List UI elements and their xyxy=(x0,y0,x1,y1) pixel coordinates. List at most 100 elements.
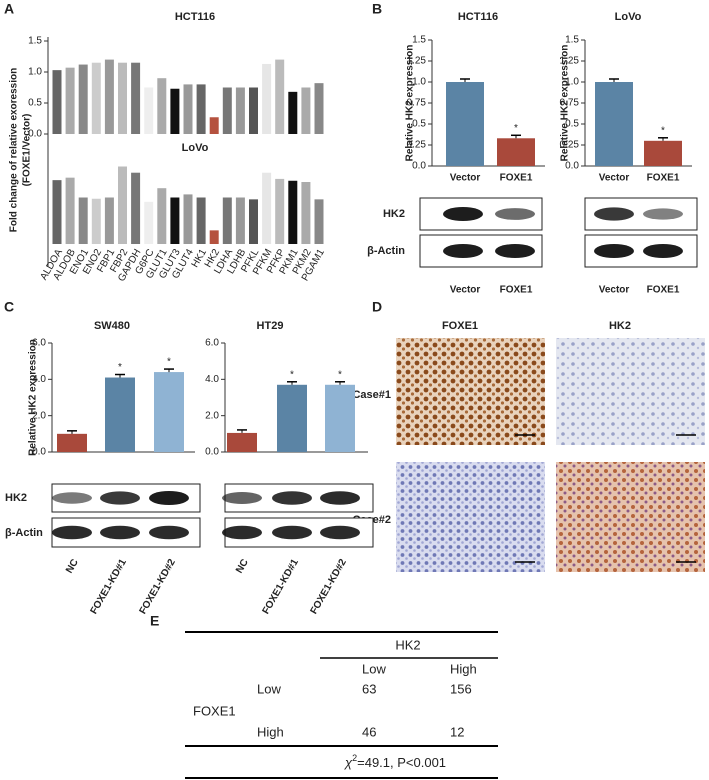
blot-band xyxy=(594,244,634,258)
bar xyxy=(277,384,307,452)
y-tick-label: 1.25 xyxy=(560,56,580,67)
bar xyxy=(222,197,232,244)
bar xyxy=(249,199,258,244)
y-tick-label: 2.0 xyxy=(32,410,46,421)
x-tick-label: FOXE1 xyxy=(500,173,533,184)
chart-title: LoVo xyxy=(615,11,642,23)
blot-band xyxy=(443,207,483,221)
lane-label: FOXE1-KD#2 xyxy=(138,557,179,616)
bar xyxy=(157,188,167,244)
y-tick-label: 0.75 xyxy=(560,98,580,109)
ihc-column: HK2 xyxy=(609,320,631,332)
ihc-image xyxy=(396,462,545,572)
bar xyxy=(288,180,298,244)
significance: * xyxy=(290,369,294,380)
blot-row-label: β-Actin xyxy=(367,245,405,257)
bar xyxy=(170,88,180,134)
bar xyxy=(301,87,311,134)
bar xyxy=(227,432,257,452)
table-row-label: Low xyxy=(257,681,281,696)
bar xyxy=(52,70,62,134)
bar xyxy=(65,67,75,134)
bar xyxy=(222,87,232,134)
lane-label: FOXE1 xyxy=(500,285,533,296)
table-cell: 156 xyxy=(450,681,472,696)
blot-band xyxy=(495,244,535,258)
superscript: 2 xyxy=(352,753,357,763)
chart-title: HT29 xyxy=(257,320,284,332)
table-row-label: High xyxy=(257,724,284,739)
bar xyxy=(235,197,245,244)
y-tick-label: 0.25 xyxy=(560,140,580,151)
blot-band xyxy=(149,491,189,505)
y-tick-label: 1.25 xyxy=(407,56,427,67)
table-column: High xyxy=(450,661,477,676)
panel-label: B xyxy=(372,1,382,17)
blot-band xyxy=(52,492,92,504)
x-tick-label: Vector xyxy=(450,173,481,184)
significance: * xyxy=(514,123,518,134)
bar xyxy=(196,197,206,244)
blot-band xyxy=(100,491,140,505)
bar xyxy=(314,199,324,244)
bar xyxy=(183,194,193,244)
lane-label: FOXE1 xyxy=(647,285,680,296)
bar xyxy=(595,82,633,166)
y-tick-label: 0.5 xyxy=(28,98,42,109)
y-tick-label: 0.0 xyxy=(412,161,426,172)
y-axis-label: Relative HK2 expression xyxy=(560,45,571,162)
y-tick-label: 1.0 xyxy=(565,77,579,88)
chart-title: SW480 xyxy=(94,320,130,332)
bar xyxy=(275,178,285,244)
y-tick-label: 0.25 xyxy=(407,140,427,151)
y-tick-label: 1.5 xyxy=(565,35,579,46)
y-tick-label: 6.0 xyxy=(205,338,219,349)
x-tick-label: Vector xyxy=(599,173,630,184)
blot-band xyxy=(272,491,312,505)
bar xyxy=(104,197,114,244)
blot-band xyxy=(100,525,140,540)
y-tick-label: 0.5 xyxy=(565,119,579,130)
bar xyxy=(183,84,193,134)
bar xyxy=(78,197,88,244)
bar xyxy=(157,78,167,134)
bar xyxy=(314,83,324,134)
y-axis-label: (FOXE1/Vector) xyxy=(22,114,33,187)
bar xyxy=(196,84,206,134)
bar xyxy=(446,82,484,166)
blot-band xyxy=(643,208,683,220)
blot-row-label: β-Actin xyxy=(5,527,43,539)
lane-label: Vector xyxy=(450,285,481,296)
blot-band xyxy=(222,525,262,540)
table-cell: 12 xyxy=(450,724,464,739)
table-header: HK2 xyxy=(395,637,420,652)
table-cell: 63 xyxy=(362,681,376,696)
lane-label: FOXE1-KD#2 xyxy=(309,557,350,616)
blot-band xyxy=(272,525,312,540)
bar xyxy=(52,180,62,244)
blot-band xyxy=(149,525,189,540)
blot-band xyxy=(594,207,634,221)
blot-row-label: HK2 xyxy=(5,492,27,504)
lane-label: Vector xyxy=(599,285,630,296)
significance: * xyxy=(118,362,122,373)
y-tick-label: 0.0 xyxy=(565,161,579,172)
bar xyxy=(170,197,180,244)
chart-title: HCT116 xyxy=(458,11,498,23)
bar xyxy=(325,384,355,452)
blot-band xyxy=(495,208,535,220)
bar xyxy=(131,172,141,244)
table-column: Low xyxy=(362,661,386,676)
significance: * xyxy=(338,369,342,380)
ihc-row: Case#1 xyxy=(352,389,391,401)
significance: * xyxy=(661,125,665,136)
y-tick-label: 1.0 xyxy=(412,77,426,88)
bar xyxy=(144,87,154,134)
ihc-image xyxy=(396,338,545,445)
bar xyxy=(118,62,127,135)
ihc-column: FOXE1 xyxy=(442,320,478,332)
bar xyxy=(262,172,272,244)
bar xyxy=(91,62,101,135)
blot-band xyxy=(52,525,92,540)
y-tick-label: 0.75 xyxy=(407,98,427,109)
